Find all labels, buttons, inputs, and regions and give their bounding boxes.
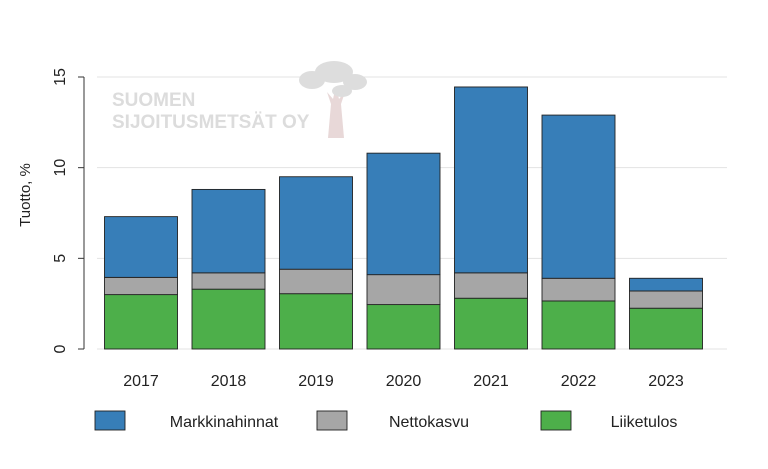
legend: Markkinahinnat Nettokasvu Liiketulos bbox=[94, 410, 678, 431]
x-tick-label: 2021 bbox=[473, 373, 509, 390]
bar-2022-nettokasvu bbox=[541, 277, 616, 302]
bar-2021-liiketulos bbox=[454, 297, 528, 350]
x-tick-label: 2022 bbox=[561, 373, 597, 390]
bar-2018-markkinahinnat bbox=[191, 188, 266, 274]
y-axis-label: Tuotto, % bbox=[17, 163, 34, 227]
bar-2023-markkinahinnat bbox=[629, 277, 703, 292]
y-tick-label: 10 bbox=[52, 159, 69, 177]
x-axis: 2017 2018 2019 2020 2021 2022 2023 bbox=[123, 373, 684, 390]
watermark-line-2: SIJOITUSMETSÄT OY bbox=[112, 112, 310, 133]
bar-2019-liiketulos bbox=[279, 293, 353, 350]
bar-2022-liiketulos bbox=[541, 300, 616, 350]
bar-2021-markkinahinnat bbox=[454, 86, 528, 274]
watermark: SUOMEN SIJOITUSMETSÄT OY bbox=[112, 61, 367, 138]
bar-2018-nettokasvu bbox=[191, 272, 266, 290]
bar-2023-liiketulos bbox=[629, 307, 703, 350]
bar-2020-nettokasvu bbox=[366, 274, 441, 306]
bar-2017-liiketulos bbox=[104, 294, 178, 350]
legend-label-nettokasvu: Nettokasvu bbox=[389, 414, 469, 431]
legend-swatch-liiketulos bbox=[540, 410, 572, 431]
bar-2017-nettokasvu bbox=[104, 276, 178, 296]
y-tick-label: 0 bbox=[52, 344, 69, 353]
bar-2019-nettokasvu bbox=[279, 268, 353, 295]
y-axis: 0 5 10 15 bbox=[52, 68, 85, 353]
bar-2020-liiketulos bbox=[366, 304, 441, 350]
bar-2023-nettokasvu bbox=[629, 290, 703, 309]
y-tick-label: 5 bbox=[52, 254, 69, 263]
x-tick-label: 2020 bbox=[386, 373, 422, 390]
bar-2017-markkinahinnat bbox=[104, 216, 178, 278]
x-tick-label: 2019 bbox=[298, 373, 334, 390]
x-tick-label: 2017 bbox=[123, 373, 159, 390]
bar-2022-markkinahinnat bbox=[541, 114, 616, 279]
legend-label-markkinahinnat: Markkinahinnat bbox=[170, 414, 279, 431]
legend-swatch-markkinahinnat bbox=[94, 410, 126, 431]
bars bbox=[104, 86, 703, 350]
bar-2021-nettokasvu bbox=[454, 272, 528, 299]
watermark-line-1: SUOMEN bbox=[112, 90, 195, 111]
y-tick-label: 15 bbox=[52, 68, 69, 86]
tree-icon bbox=[299, 61, 367, 138]
bar-2018-liiketulos bbox=[191, 288, 266, 350]
x-tick-label: 2018 bbox=[211, 373, 247, 390]
legend-swatch-nettokasvu bbox=[316, 410, 348, 431]
x-tick-label: 2023 bbox=[648, 373, 684, 390]
legend-label-liiketulos: Liiketulos bbox=[611, 414, 678, 431]
bar-2020-markkinahinnat bbox=[366, 152, 441, 276]
bar-2019-markkinahinnat bbox=[279, 176, 353, 270]
